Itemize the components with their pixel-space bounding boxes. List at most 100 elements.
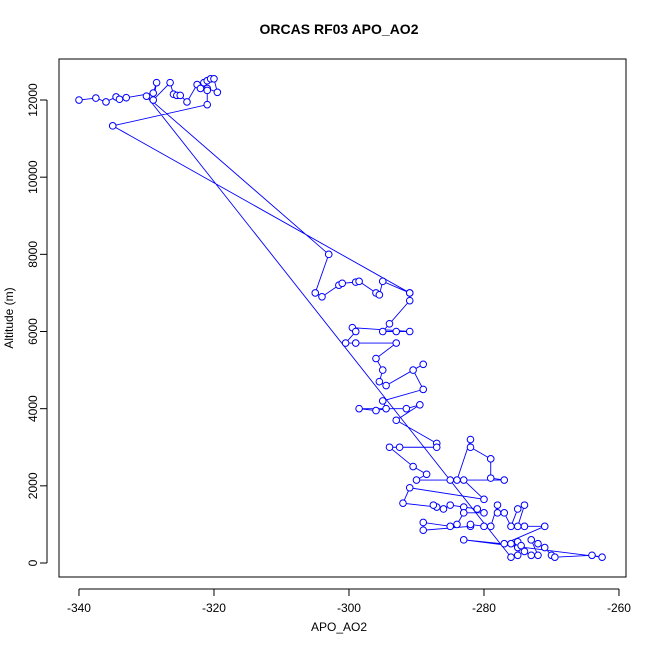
data-point bbox=[453, 520, 461, 529]
data-point bbox=[210, 74, 218, 83]
data-point bbox=[429, 501, 438, 509]
data-point bbox=[213, 88, 222, 97]
x-tick-label: -340 bbox=[67, 601, 91, 615]
data-point bbox=[500, 539, 509, 548]
data-point bbox=[203, 100, 212, 109]
data-point bbox=[341, 339, 350, 347]
data-point bbox=[486, 474, 495, 482]
y-tick-label: 0 bbox=[26, 559, 40, 566]
data-point bbox=[409, 366, 417, 374]
data-point bbox=[466, 443, 475, 452]
y-tick-label: 6000 bbox=[26, 318, 40, 345]
data-point bbox=[405, 327, 414, 336]
data-point bbox=[382, 381, 390, 390]
data-point bbox=[399, 499, 407, 507]
data-line bbox=[78, 78, 603, 558]
data-point bbox=[355, 277, 363, 286]
data-point bbox=[527, 551, 536, 560]
data-point bbox=[395, 443, 404, 452]
data-point bbox=[534, 551, 542, 560]
x-tick-label: -320 bbox=[202, 601, 226, 615]
data-point bbox=[500, 476, 509, 484]
data-point bbox=[486, 522, 495, 531]
data-point bbox=[439, 505, 448, 513]
data-point bbox=[375, 291, 384, 299]
data-point bbox=[446, 476, 455, 484]
data-point bbox=[392, 339, 401, 347]
data-point bbox=[385, 319, 394, 328]
data-point bbox=[405, 483, 414, 492]
data-point bbox=[378, 277, 387, 286]
data-point bbox=[513, 522, 522, 531]
y-tick-label: 4000 bbox=[26, 395, 40, 422]
data-point bbox=[520, 547, 529, 556]
data-point bbox=[102, 98, 110, 106]
plot-frame bbox=[58, 58, 627, 578]
data-point bbox=[351, 327, 360, 336]
data-point bbox=[351, 339, 360, 347]
data-point bbox=[480, 495, 488, 504]
data-point bbox=[122, 93, 131, 102]
data-point bbox=[459, 476, 468, 484]
data-point bbox=[507, 553, 515, 562]
y-axis-label: Altitude (m) bbox=[2, 287, 16, 348]
data-point bbox=[534, 539, 542, 548]
data-point bbox=[324, 250, 333, 259]
y-tick-label: 12000 bbox=[26, 83, 40, 117]
data-point bbox=[183, 98, 191, 106]
data-point bbox=[507, 522, 515, 531]
data-point bbox=[152, 78, 161, 87]
data-point bbox=[318, 292, 326, 301]
data-point bbox=[355, 404, 363, 413]
data-point bbox=[378, 397, 387, 405]
data-point bbox=[513, 551, 522, 560]
data-point bbox=[108, 122, 117, 130]
data-point bbox=[149, 96, 158, 104]
data-point bbox=[551, 553, 559, 562]
data-point bbox=[446, 501, 455, 509]
x-tick-label: -280 bbox=[472, 601, 496, 615]
y-tick-label: 2000 bbox=[26, 472, 40, 499]
data-point bbox=[500, 509, 509, 517]
data-point bbox=[493, 509, 502, 517]
data-point bbox=[493, 501, 502, 509]
x-axis-label: APO_AO2 bbox=[311, 620, 367, 634]
data-point bbox=[459, 509, 468, 517]
data-point bbox=[166, 78, 174, 87]
data-point bbox=[402, 404, 411, 413]
data-point bbox=[378, 366, 387, 374]
y-tick-label: 10000 bbox=[26, 160, 40, 194]
data-point bbox=[409, 462, 417, 471]
data-point bbox=[419, 385, 428, 394]
data-point bbox=[466, 520, 475, 529]
data-point bbox=[419, 526, 428, 535]
data-point bbox=[203, 86, 212, 95]
data-point bbox=[392, 327, 401, 336]
data-point bbox=[392, 416, 401, 425]
data-point bbox=[486, 455, 495, 463]
data-point bbox=[419, 518, 428, 527]
data-point bbox=[527, 536, 536, 544]
x-tick-label: -260 bbox=[607, 601, 631, 615]
data-point bbox=[598, 553, 606, 562]
data-point bbox=[446, 522, 455, 531]
data-point bbox=[311, 289, 320, 297]
data-point bbox=[382, 404, 390, 413]
data-point bbox=[412, 476, 421, 484]
data-point bbox=[405, 296, 414, 305]
data-point bbox=[453, 476, 461, 484]
data-point bbox=[459, 536, 468, 544]
data-point bbox=[507, 539, 515, 548]
data-point bbox=[588, 551, 596, 560]
data-point bbox=[92, 94, 100, 102]
data-point bbox=[540, 543, 549, 552]
data-point bbox=[375, 377, 384, 386]
data-point bbox=[372, 406, 380, 415]
data-point bbox=[416, 401, 424, 409]
data-point bbox=[432, 443, 441, 452]
data-point bbox=[480, 509, 488, 517]
data-point bbox=[176, 91, 185, 100]
data-point bbox=[149, 89, 158, 97]
data-point bbox=[419, 360, 428, 369]
